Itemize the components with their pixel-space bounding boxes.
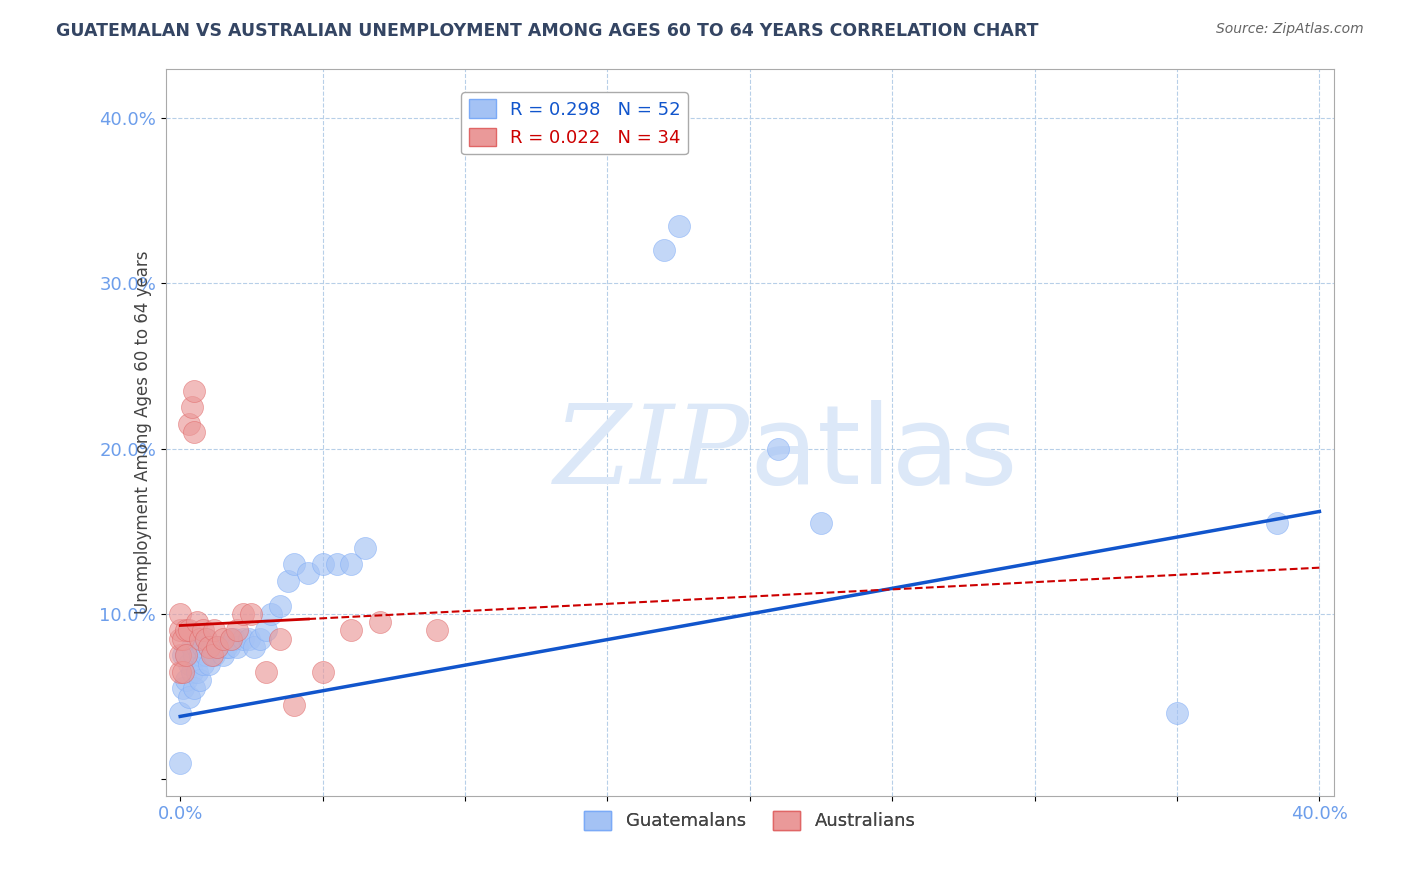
Point xyxy=(200,640,222,654)
Point xyxy=(221,632,243,646)
Point xyxy=(191,624,214,638)
Point xyxy=(340,624,363,638)
Point xyxy=(180,401,202,415)
Point xyxy=(200,648,222,663)
Point xyxy=(183,384,205,398)
Point xyxy=(1265,516,1288,530)
Point xyxy=(232,607,254,621)
Point xyxy=(180,665,202,679)
Point xyxy=(194,648,217,663)
Point xyxy=(172,632,194,646)
Point xyxy=(188,673,211,687)
Point xyxy=(260,607,283,621)
Point xyxy=(174,624,197,638)
Point xyxy=(169,648,191,663)
Point xyxy=(177,624,200,638)
Point xyxy=(194,632,217,646)
Point xyxy=(191,640,214,654)
Point xyxy=(169,607,191,621)
Point xyxy=(177,657,200,671)
Point xyxy=(277,574,299,588)
Point xyxy=(177,417,200,431)
Point xyxy=(215,640,238,654)
Point xyxy=(209,640,232,654)
Point xyxy=(238,632,260,646)
Point xyxy=(174,648,197,663)
Point xyxy=(368,615,391,630)
Point xyxy=(197,640,219,654)
Point xyxy=(205,640,228,654)
Y-axis label: Unemployment Among Ages 60 to 64 years: Unemployment Among Ages 60 to 64 years xyxy=(134,251,152,614)
Point xyxy=(212,648,235,663)
Point xyxy=(269,599,291,613)
Point xyxy=(243,640,266,654)
Point xyxy=(224,632,246,646)
Point xyxy=(283,558,305,572)
Point xyxy=(183,648,205,663)
Text: atlas: atlas xyxy=(749,401,1018,508)
Point xyxy=(202,648,225,663)
Point xyxy=(169,706,191,720)
Point xyxy=(212,632,235,646)
Point xyxy=(218,640,240,654)
Point xyxy=(177,690,200,704)
Point xyxy=(668,219,690,233)
Point xyxy=(654,244,676,258)
Point xyxy=(297,566,319,580)
Text: Source: ZipAtlas.com: Source: ZipAtlas.com xyxy=(1216,22,1364,37)
Point xyxy=(202,624,225,638)
Point xyxy=(425,624,447,638)
Point xyxy=(340,558,363,572)
Point xyxy=(232,632,254,646)
Point xyxy=(169,665,191,679)
Point xyxy=(186,665,208,679)
Point xyxy=(180,640,202,654)
Point xyxy=(197,657,219,671)
Point xyxy=(226,640,249,654)
Point xyxy=(186,640,208,654)
Text: GUATEMALAN VS AUSTRALIAN UNEMPLOYMENT AMONG AGES 60 TO 64 YEARS CORRELATION CHAR: GUATEMALAN VS AUSTRALIAN UNEMPLOYMENT AM… xyxy=(56,22,1039,40)
Point xyxy=(326,558,349,572)
Point xyxy=(174,673,197,687)
Point xyxy=(283,698,305,712)
Point xyxy=(169,624,191,638)
Point xyxy=(240,607,263,621)
Point xyxy=(172,681,194,696)
Point xyxy=(311,665,333,679)
Point xyxy=(254,665,277,679)
Point xyxy=(810,516,832,530)
Point xyxy=(188,632,211,646)
Point xyxy=(172,665,194,679)
Point xyxy=(221,632,243,646)
Point xyxy=(249,632,271,646)
Point xyxy=(254,624,277,638)
Point xyxy=(205,640,228,654)
Text: ZIP: ZIP xyxy=(554,401,749,508)
Point xyxy=(183,425,205,439)
Point xyxy=(194,632,217,646)
Point xyxy=(311,558,333,572)
Point xyxy=(186,615,208,630)
Point xyxy=(169,632,191,646)
Point xyxy=(768,442,790,456)
Point xyxy=(188,648,211,663)
Point xyxy=(169,756,191,770)
Point xyxy=(172,648,194,663)
Point xyxy=(354,541,377,555)
Point xyxy=(269,632,291,646)
Point xyxy=(197,640,219,654)
Legend: Guatemalans, Australians: Guatemalans, Australians xyxy=(576,804,922,838)
Point xyxy=(174,648,197,663)
Point xyxy=(226,624,249,638)
Point xyxy=(183,681,205,696)
Point xyxy=(1166,706,1188,720)
Point xyxy=(191,657,214,671)
